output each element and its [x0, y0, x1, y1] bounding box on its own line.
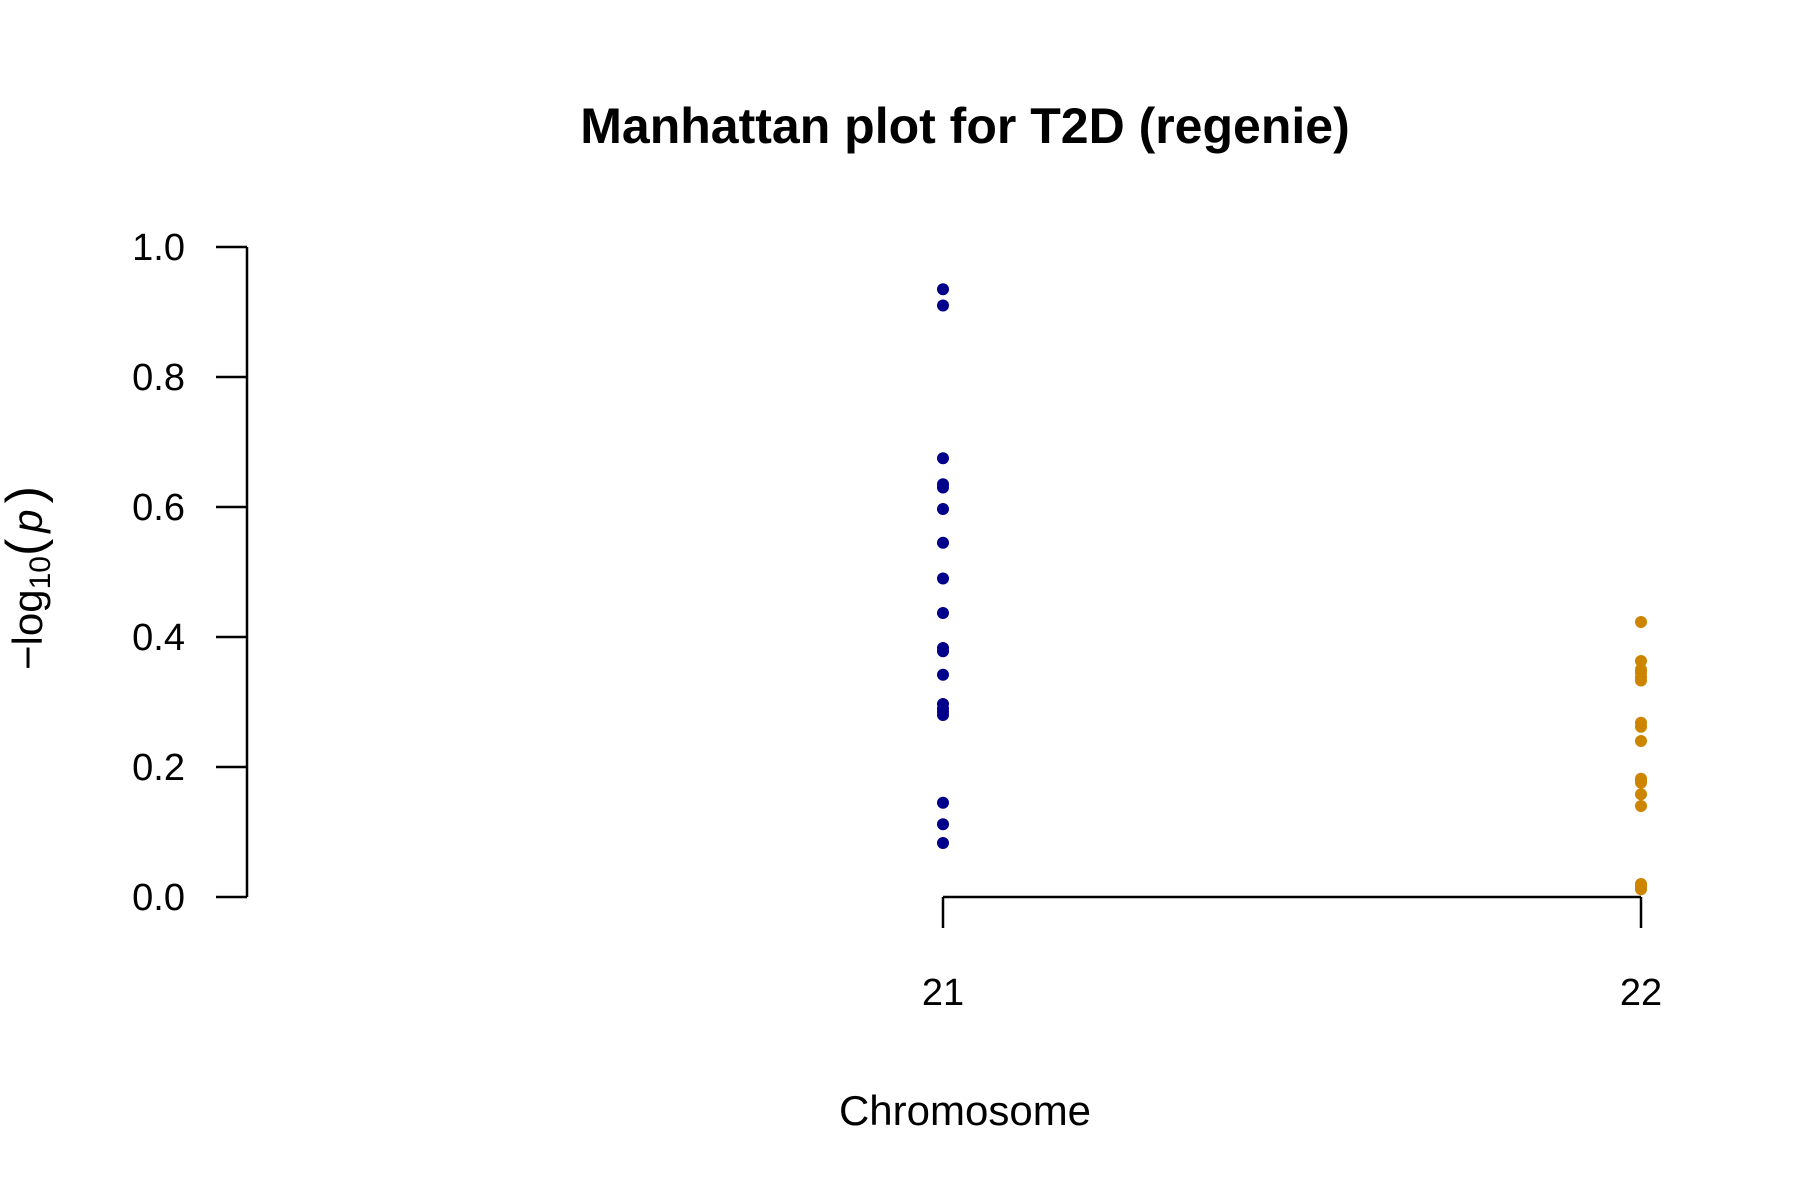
data-point-chr21	[937, 837, 949, 850]
y-tick-label: 0.4	[132, 617, 185, 659]
data-point-chr21	[937, 818, 949, 831]
y-axis-title-prefix: −log	[4, 589, 51, 670]
data-point-chr21	[937, 283, 949, 296]
x-axis: 21 22	[922, 895, 1662, 1014]
data-point-chr22	[1635, 800, 1647, 812]
y-tick-label: 0.2	[132, 747, 185, 789]
data-point-chr21	[937, 668, 949, 681]
x-tick-label: 21	[922, 972, 964, 1014]
data-point-chr22	[1635, 655, 1647, 668]
y-axis-title-variable: p	[4, 509, 51, 534]
data-points	[937, 283, 1647, 896]
x-axis-title: Chromosome	[839, 1087, 1091, 1134]
y-tick-label: 0.6	[132, 487, 185, 529]
y-axis: 0.0 0.2 0.4 0.6 0.8 1.0	[132, 227, 249, 919]
y-axis-title-open-paren: (	[0, 538, 54, 556]
data-point-chr21	[937, 645, 949, 658]
data-point-chr22	[1635, 883, 1647, 896]
y-axis-title: −log10( p)	[0, 486, 57, 670]
y-axis-title-subscript: 10	[24, 556, 57, 589]
data-point-chr21	[937, 606, 949, 619]
y-tick-label: 1.0	[132, 227, 185, 269]
y-axis-title-close-paren: )	[0, 486, 54, 503]
data-point-chr21	[937, 481, 949, 494]
chart-title: Manhattan plot for T2D (regenie)	[580, 98, 1349, 154]
data-point-chr22	[1635, 674, 1647, 687]
data-point-chr22	[1635, 616, 1647, 629]
data-point-chr21	[937, 572, 949, 585]
data-point-chr22	[1635, 720, 1647, 733]
data-point-chr21	[937, 452, 949, 465]
data-point-chr22	[1635, 735, 1647, 747]
data-point-chr21	[937, 709, 949, 721]
data-point-chr22	[1635, 788, 1647, 801]
y-tick-label: 0.8	[132, 357, 185, 399]
data-point-chr21	[937, 299, 949, 312]
data-point-chr21	[937, 796, 949, 809]
x-tick-label: 22	[1620, 972, 1662, 1014]
data-point-chr21	[937, 536, 949, 549]
data-point-chr21	[937, 502, 949, 515]
y-tick-label: 0.0	[132, 877, 185, 919]
data-point-chr22	[1635, 776, 1647, 789]
